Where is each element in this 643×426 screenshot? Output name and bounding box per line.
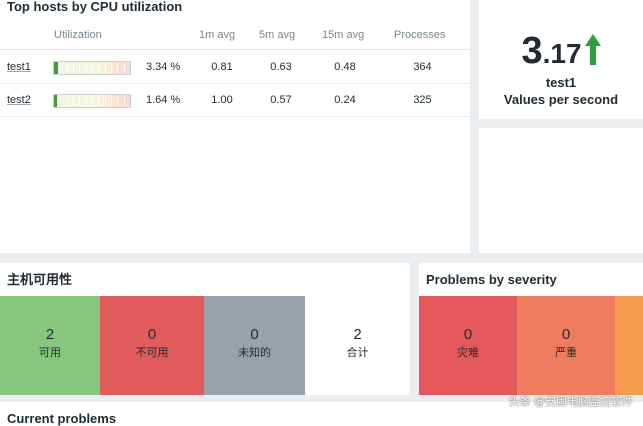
column-1m-avg[interactable]: 1m avg — [199, 29, 236, 41]
column-processes[interactable]: Processes — [394, 29, 446, 41]
utilization-bar — [53, 61, 131, 75]
unavailable-count: 0 — [147, 326, 157, 343]
avg-5m-value: 0.57 — [270, 94, 292, 106]
top-hosts-widget: Top hosts by CPU utilization Utilization… — [0, 0, 470, 253]
total-count: 2 — [353, 326, 362, 343]
avg-1m-value: 0.81 — [211, 61, 233, 73]
availability-cell-available[interactable]: 2 可用 — [0, 296, 100, 395]
avg-1m-value: 1.00 — [211, 94, 233, 106]
host-link[interactable]: test2 — [7, 94, 31, 106]
avg-15m-value: 0.48 — [334, 61, 356, 73]
table-row: test2 1.64 % 1.00 0.57 0.24 325 — [0, 84, 470, 117]
utilization-value: 1.64 % — [146, 94, 181, 106]
current-problems-title: Current problems — [7, 411, 117, 426]
top-hosts-title: Top hosts by CPU utilization — [7, 0, 183, 14]
severity-cell-high[interactable]: 0 严重 — [517, 296, 615, 395]
disaster-count: 0 — [463, 326, 473, 343]
host-availability-title: 主机可用性 — [7, 272, 73, 287]
column-5m-avg[interactable]: 5m avg — [259, 29, 296, 41]
utilization-bar — [53, 94, 131, 108]
severity-cell-average[interactable] — [615, 296, 643, 395]
host-link[interactable]: test1 — [7, 61, 31, 73]
severity-cell-disaster[interactable]: 0 灾难 — [419, 296, 517, 395]
item-value-widget[interactable]: 3.17 test1 Values per second — [479, 0, 643, 119]
watermark: 头条 @安固电脑监控软件 — [508, 395, 634, 408]
available-label: 可用 — [39, 347, 61, 359]
table-row: test1 3.34 % 0.81 0.63 0.48 364 — [0, 51, 470, 84]
item-host-name: test1 — [545, 75, 577, 90]
unknown-count: 0 — [250, 326, 259, 343]
item-value: 3.17 — [479, 30, 643, 73]
availability-cell-unknown[interactable]: 0 未知的 — [204, 296, 305, 395]
top-hosts-table-header: Utilization 1m avg 5m avg 15m avg Proces… — [0, 24, 470, 50]
unavailable-label: 不可用 — [135, 347, 169, 359]
high-count: 0 — [561, 326, 571, 343]
avg-5m-value: 0.63 — [270, 61, 292, 73]
availability-cell-unavailable[interactable]: 0 不可用 — [100, 296, 204, 395]
trend-up-arrow-icon — [584, 34, 601, 66]
high-label: 严重 — [555, 347, 577, 359]
disaster-label: 灾难 — [457, 347, 479, 359]
utilization-value: 3.34 % — [146, 61, 181, 73]
total-label: 合计 — [346, 347, 369, 359]
avg-15m-value: 0.24 — [334, 94, 356, 106]
item-value-integer: 3 — [521, 30, 543, 72]
item-value-decimal: .17 — [542, 38, 582, 69]
processes-value: 325 — [413, 94, 432, 106]
problems-by-severity-widget: Problems by severity 0 灾难 0 严重 — [419, 263, 643, 395]
unknown-label: 未知的 — [238, 347, 271, 359]
column-utilization[interactable]: Utilization — [54, 29, 102, 41]
available-count: 2 — [45, 326, 55, 343]
availability-cell-total[interactable]: 2 合计 — [305, 296, 410, 395]
processes-value: 364 — [413, 61, 432, 73]
item-description: Values per second — [503, 92, 619, 107]
host-availability-widget: 主机可用性 2 可用 0 不可用 0 未知的 2 合计 — [0, 263, 410, 395]
empty-widget — [479, 128, 643, 253]
current-problems-widget: Current problems — [0, 402, 643, 426]
problems-by-severity-title: Problems by severity — [426, 272, 557, 287]
column-15m-avg[interactable]: 15m avg — [322, 29, 365, 41]
